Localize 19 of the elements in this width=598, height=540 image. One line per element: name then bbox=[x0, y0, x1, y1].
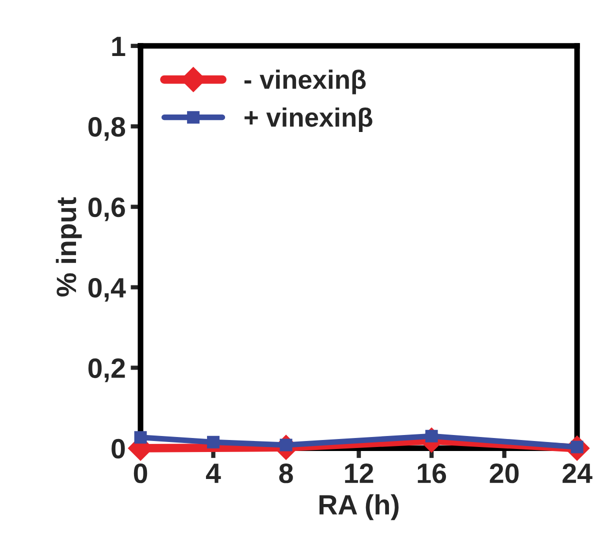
x-tick-label: 0 bbox=[134, 464, 148, 484]
y-tick-label: 1 bbox=[112, 36, 126, 56]
point bbox=[207, 436, 220, 448]
x-tick-label: 24 bbox=[562, 464, 592, 483]
x-tick-label: 16 bbox=[418, 464, 446, 484]
y-tick-label: 0,8 bbox=[88, 117, 126, 141]
x-tick-label: 4 bbox=[206, 464, 221, 483]
y-tick-label: 0,4 bbox=[88, 278, 126, 302]
legend-label: + vinexinβ bbox=[244, 107, 372, 132]
y-tick-label: 0,6 bbox=[88, 197, 125, 222]
x-axis-title: RA (h) bbox=[320, 494, 399, 520]
x-tick-label: 8 bbox=[279, 464, 293, 484]
y-axis-title: % input bbox=[56, 197, 82, 296]
x-tick-label: 20 bbox=[490, 464, 519, 484]
y-tick-label: 0,2 bbox=[88, 358, 125, 382]
y-tick-label: 0 bbox=[112, 438, 125, 459]
x-tick-label: 12 bbox=[345, 464, 374, 483]
legend-label: - vinexinβ bbox=[244, 70, 366, 94]
point bbox=[134, 431, 147, 444]
